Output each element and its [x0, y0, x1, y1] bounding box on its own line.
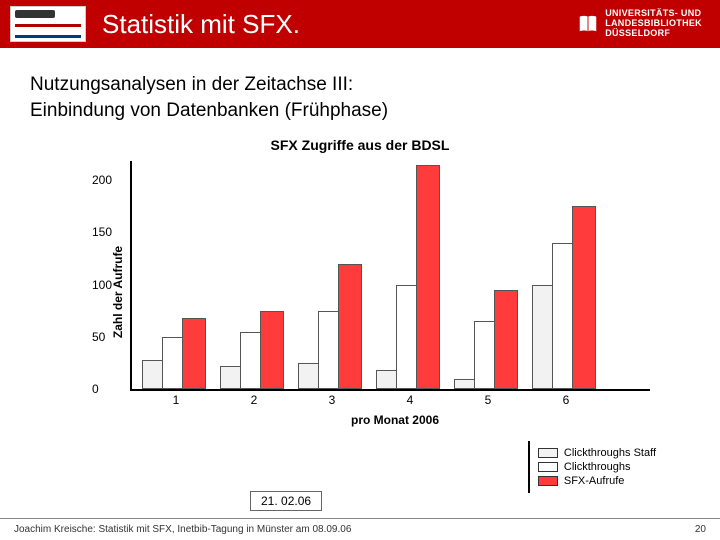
page-number: 20 — [695, 524, 706, 535]
x-tick: 5 — [454, 393, 522, 407]
subtitle-line1: Nutzungsanalysen in der Zeitachse III: — [30, 74, 353, 95]
legend-label: Clickthroughs — [564, 461, 631, 473]
date-box: 21. 02.06 — [250, 491, 322, 511]
bar — [338, 264, 362, 389]
chart-legend: Clickthroughs Staff Clickthroughs SFX-Aufr… — [528, 441, 660, 493]
chart-plot: 050100150200123456 — [130, 161, 650, 391]
bar — [572, 206, 596, 389]
y-axis-label: Zahl der Aufrufe — [111, 246, 125, 338]
library-logo: UNIVERSITÄTS- UND LANDESBIBLIOTHEK DÜSSE… — [577, 9, 720, 39]
x-tick: 1 — [142, 393, 210, 407]
y-tick: 150 — [92, 225, 112, 239]
bar — [260, 311, 284, 389]
legend-item: SFX-Aufrufe — [538, 475, 656, 487]
y-tick: 0 — [92, 382, 99, 396]
y-tick: 100 — [92, 278, 112, 292]
book-icon — [577, 13, 599, 35]
header-bar: Statistik mit SFX. UNIVERSITÄTS- UND LAN… — [0, 0, 720, 48]
x-axis-label: pro Monat 2006 — [130, 413, 660, 427]
legend-swatch — [538, 476, 558, 486]
x-tick: 4 — [376, 393, 444, 407]
legend-swatch — [538, 448, 558, 458]
bar — [182, 318, 206, 389]
footer-text: Joachim Kreische: Statistik mit SFX, Ine… — [14, 524, 351, 535]
bar — [416, 165, 440, 390]
university-logo — [10, 6, 86, 42]
legend-item: Clickthroughs — [538, 461, 656, 473]
subtitle-block: Nutzungsanalysen in der Zeitachse III: E… — [0, 48, 720, 123]
inst-line3: DÜSSELDORF — [605, 29, 702, 39]
legend-label: Clickthroughs Staff — [564, 447, 656, 459]
chart-title: SFX Zugriffe aus der BDSL — [60, 137, 660, 153]
legend-swatch — [538, 462, 558, 472]
slide-title: Statistik mit SFX. — [94, 9, 577, 40]
chart-container: SFX Zugriffe aus der BDSL Zahl der Aufru… — [60, 137, 660, 447]
x-tick: 3 — [298, 393, 366, 407]
y-tick: 50 — [92, 330, 105, 344]
legend-item: Clickthroughs Staff — [538, 447, 656, 459]
subtitle-line2: Einbindung von Datenbanken (Frühphase) — [30, 100, 388, 121]
x-tick: 6 — [532, 393, 600, 407]
y-tick: 200 — [92, 173, 112, 187]
footer-bar: Joachim Kreische: Statistik mit SFX, Ine… — [0, 518, 720, 540]
legend-label: SFX-Aufrufe — [564, 475, 625, 487]
x-tick: 2 — [220, 393, 288, 407]
bar — [494, 290, 518, 389]
